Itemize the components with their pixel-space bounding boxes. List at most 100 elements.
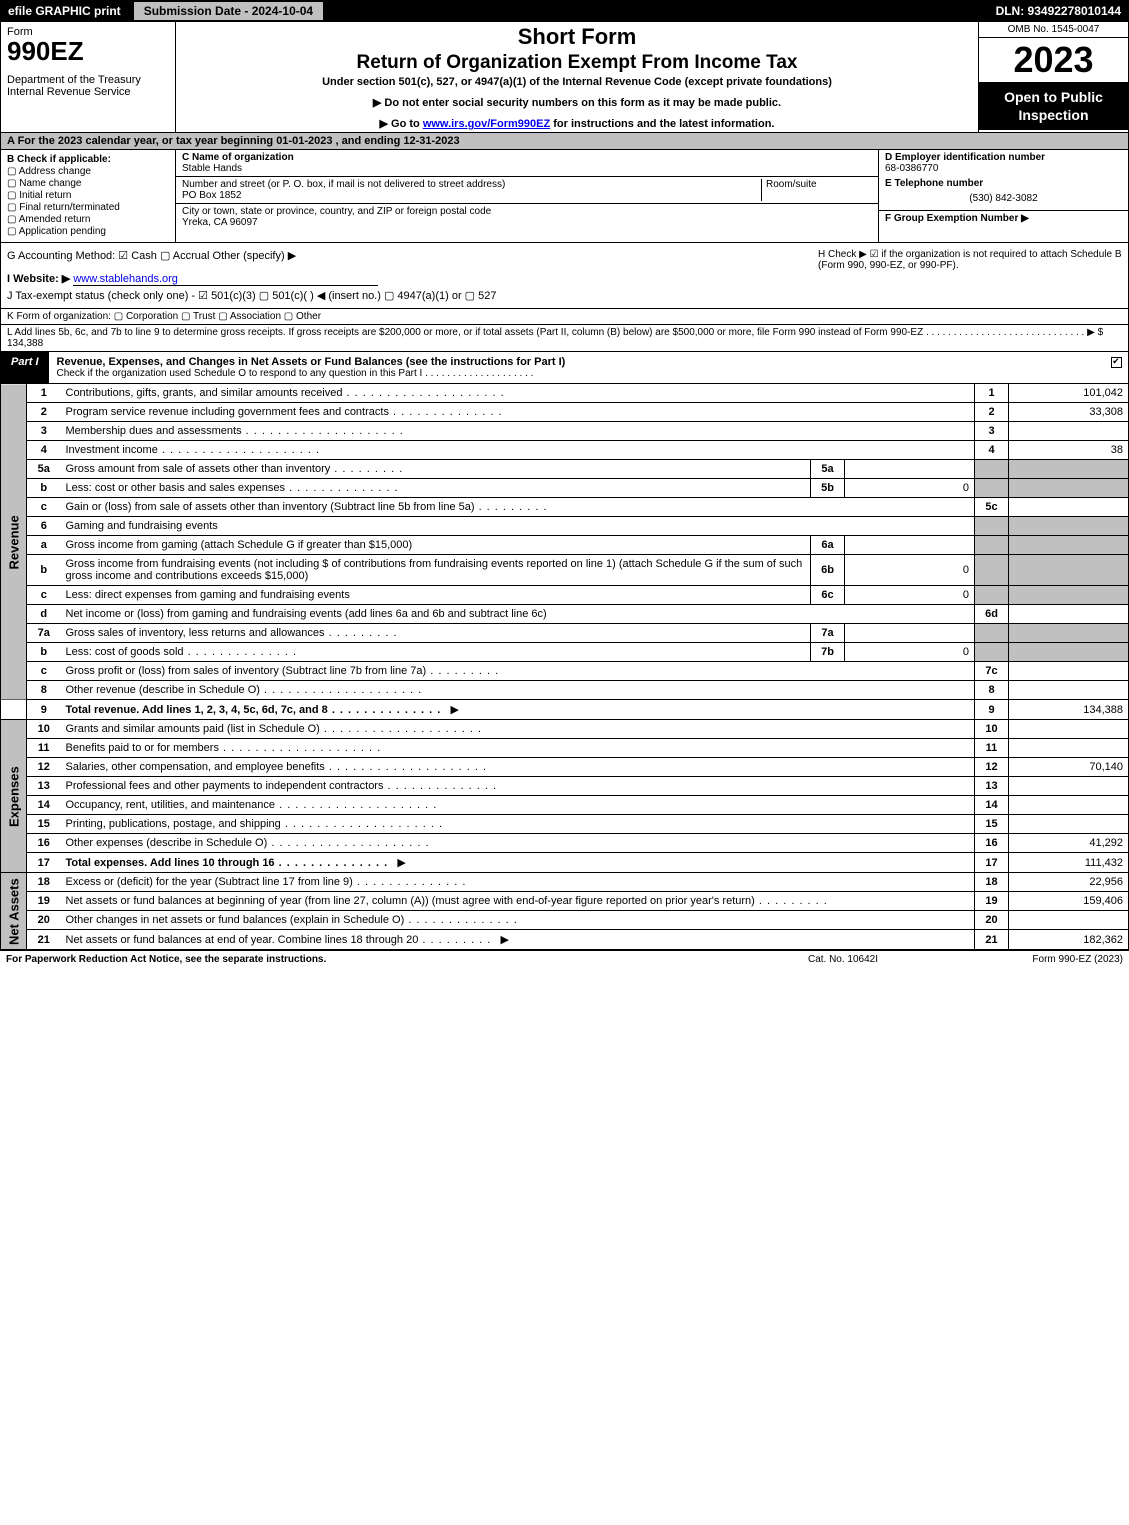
line-10-value [1009, 720, 1129, 739]
row-gh: G Accounting Method: ☑ Cash ▢ Accrual Ot… [0, 243, 1129, 309]
line-5c-value [1009, 498, 1129, 517]
line-2-desc: Program service revenue including govern… [66, 406, 503, 418]
chk-address-change[interactable]: Address change [7, 166, 169, 177]
line-15-value [1009, 815, 1129, 834]
row-k-org-form: K Form of organization: ▢ Corporation ▢ … [0, 309, 1129, 325]
group-exemption-label: F Group Exemption Number ▶ [885, 213, 1029, 224]
line-11-value [1009, 739, 1129, 758]
ein-value: 68-0386770 [885, 163, 938, 174]
line-7b-subval: 0 [845, 643, 975, 662]
form-title: Return of Organization Exempt From Incom… [180, 52, 974, 74]
line-17-value: 111,432 [1009, 853, 1129, 873]
line-21-value: 182,362 [1009, 930, 1129, 950]
website-row: I Website: ▶ www.stablehands.org [7, 272, 812, 285]
line-7a-subval [845, 624, 975, 643]
line-5c-desc: Gain or (loss) from sale of assets other… [66, 501, 548, 513]
line-6b-subval: 0 [845, 555, 975, 586]
line-6a-subval [845, 536, 975, 555]
line-19-value: 159,406 [1009, 892, 1129, 911]
omb-number: OMB No. 1545-0047 [979, 22, 1128, 38]
street-label: Number and street (or P. O. box, if mail… [182, 179, 505, 190]
line-14-value [1009, 796, 1129, 815]
line-13-desc: Professional fees and other payments to … [66, 780, 498, 792]
line-9-desc: Total revenue. Add lines 1, 2, 3, 4, 5c,… [66, 704, 442, 716]
chk-application-pending[interactable]: Application pending [7, 226, 169, 237]
col-c-name-address: C Name of organization Stable Hands Numb… [176, 150, 878, 242]
chk-name-change[interactable]: Name change [7, 178, 169, 189]
submission-date: Submission Date - 2024-10-04 [133, 1, 324, 21]
line-6d-desc: Net income or (loss) from gaming and fun… [61, 605, 975, 624]
line-7c-desc: Gross profit or (loss) from sales of inv… [66, 665, 500, 677]
schedule-b-check: H Check ▶ ☑ if the organization is not r… [812, 249, 1122, 302]
c-name-label: C Name of organization [182, 152, 294, 163]
line-13-value [1009, 777, 1129, 796]
part-i-title: Revenue, Expenses, and Changes in Net As… [57, 356, 566, 368]
street-value: PO Box 1852 [182, 190, 241, 201]
open-inspection: Open to Public Inspection [979, 82, 1128, 130]
line-8-desc: Other revenue (describe in Schedule O) [66, 684, 423, 696]
col-de: D Employer identification number 68-0386… [878, 150, 1128, 242]
line-8-value [1009, 681, 1129, 700]
line-3-desc: Membership dues and assessments [66, 425, 404, 437]
page-footer: For Paperwork Reduction Act Notice, see … [0, 950, 1129, 968]
tax-year: 2023 [979, 38, 1128, 82]
ein-label: D Employer identification number [885, 152, 1045, 163]
line-3-value [1009, 422, 1129, 441]
line-6d-value [1009, 605, 1129, 624]
line-18-desc: Excess or (deficit) for the year (Subtra… [66, 876, 467, 888]
line-6a-desc: Gross income from gaming (attach Schedul… [61, 536, 811, 555]
line-4-desc: Investment income [66, 444, 321, 456]
website-link[interactable]: www.stablehands.org [73, 273, 378, 286]
line-5b-subval: 0 [845, 479, 975, 498]
line-10-desc: Grants and similar amounts paid (list in… [66, 723, 483, 735]
line-9-value: 134,388 [1009, 700, 1129, 720]
line-7c-value [1009, 662, 1129, 681]
part-i-header: Part I Revenue, Expenses, and Changes in… [0, 352, 1129, 384]
side-net-assets: Net Assets [1, 873, 27, 950]
footer-cat: Cat. No. 10642I [743, 954, 943, 965]
line-7a-desc: Gross sales of inventory, less returns a… [66, 627, 398, 639]
form-number: 990EZ [7, 38, 169, 64]
side-revenue: Revenue [1, 384, 27, 700]
entity-block: B Check if applicable: Address change Na… [0, 150, 1129, 243]
side-expenses: Expenses [1, 720, 27, 873]
footer-form: Form 990-EZ (2023) [943, 954, 1123, 965]
line-6c-desc: Less: direct expenses from gaming and fu… [61, 586, 811, 605]
line-14-desc: Occupancy, rent, utilities, and maintena… [66, 799, 438, 811]
note-ssn: ▶ Do not enter social security numbers o… [180, 96, 974, 109]
schedule-o-check[interactable] [1111, 357, 1122, 368]
form-header: Form 990EZ Department of the Treasury In… [0, 22, 1129, 133]
line-16-desc: Other expenses (describe in Schedule O) [66, 837, 430, 849]
line-7b-desc: Less: cost of goods sold [66, 646, 298, 658]
note-link: ▶ Go to www.irs.gov/Form990EZ for instru… [180, 117, 974, 130]
line-5b-desc: Less: cost or other basis and sales expe… [66, 482, 399, 494]
irs-link[interactable]: www.irs.gov/Form990EZ [423, 118, 550, 130]
chk-final-return[interactable]: Final return/terminated [7, 202, 169, 213]
short-form-title: Short Form [180, 24, 974, 50]
col-b-checkboxes: B Check if applicable: Address change Na… [1, 150, 176, 242]
phone-value: (530) 842-3082 [885, 189, 1122, 208]
line-16-value: 41,292 [1009, 834, 1129, 853]
city-value: Yreka, CA 96097 [182, 217, 258, 228]
line-12-value: 70,140 [1009, 758, 1129, 777]
part-i-sub: Check if the organization used Schedule … [57, 368, 1096, 379]
line-5a-desc: Gross amount from sale of assets other t… [66, 463, 404, 475]
line-1-desc: Contributions, gifts, grants, and simila… [66, 387, 505, 399]
chk-amended-return[interactable]: Amended return [7, 214, 169, 225]
header-mid: Short Form Return of Organization Exempt… [176, 22, 978, 132]
dln-label: DLN: 93492278010144 [988, 2, 1129, 20]
row-l-gross-receipts: L Add lines 5b, 6c, and 7b to line 9 to … [0, 325, 1129, 352]
footer-left: For Paperwork Reduction Act Notice, see … [6, 954, 743, 965]
line-19-desc: Net assets or fund balances at beginning… [66, 895, 828, 907]
chk-initial-return[interactable]: Initial return [7, 190, 169, 201]
part-i-table: Revenue 1 Contributions, gifts, grants, … [0, 384, 1129, 950]
line-1-value: 101,042 [1009, 384, 1129, 403]
form-subtitle: Under section 501(c), 527, or 4947(a)(1)… [180, 76, 974, 88]
city-label: City or town, state or province, country… [182, 206, 491, 217]
header-right: OMB No. 1545-0047 2023 Open to Public In… [978, 22, 1128, 132]
dept-label: Department of the Treasury Internal Reve… [7, 74, 169, 98]
line-6-desc: Gaming and fundraising events [61, 517, 975, 536]
line-6c-subval: 0 [845, 586, 975, 605]
efile-label: efile GRAPHIC print [0, 2, 129, 20]
line-4-value: 38 [1009, 441, 1129, 460]
